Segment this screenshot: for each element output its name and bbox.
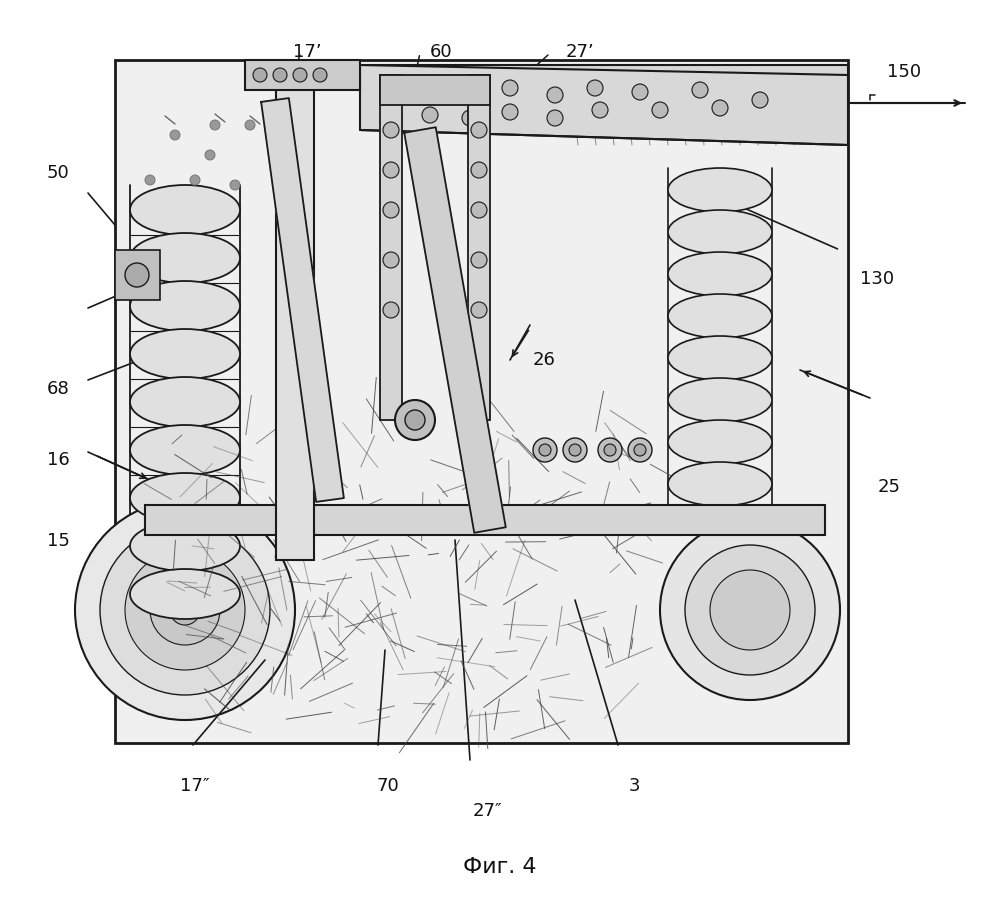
Bar (145, 505, 825, 535)
Ellipse shape (130, 473, 240, 523)
Circle shape (100, 525, 270, 695)
Bar (115, 60, 848, 743)
Ellipse shape (130, 377, 240, 427)
Circle shape (569, 444, 581, 456)
Circle shape (422, 107, 438, 123)
Circle shape (383, 122, 399, 138)
Circle shape (462, 87, 478, 103)
Circle shape (170, 130, 180, 140)
Text: 50: 50 (47, 164, 70, 182)
Circle shape (471, 252, 487, 268)
Text: 26: 26 (533, 351, 555, 369)
Circle shape (652, 102, 668, 118)
Circle shape (383, 252, 399, 268)
Text: 27’: 27’ (566, 43, 594, 61)
Ellipse shape (668, 294, 772, 338)
Ellipse shape (130, 425, 240, 475)
Circle shape (539, 444, 551, 456)
Circle shape (710, 570, 790, 650)
Text: 3: 3 (628, 777, 640, 795)
Text: 17’: 17’ (294, 43, 322, 61)
Circle shape (471, 302, 487, 318)
Circle shape (150, 575, 220, 645)
Circle shape (230, 180, 240, 190)
Text: 68: 68 (47, 380, 70, 398)
Ellipse shape (130, 569, 240, 619)
Circle shape (462, 110, 478, 126)
Circle shape (752, 92, 768, 108)
Circle shape (471, 122, 487, 138)
Bar (380, 75, 490, 105)
Polygon shape (261, 98, 344, 502)
Circle shape (592, 102, 608, 118)
Circle shape (692, 82, 708, 98)
Circle shape (547, 110, 563, 126)
Bar (380, 75, 402, 420)
Text: 130: 130 (860, 270, 894, 288)
Circle shape (634, 444, 646, 456)
Circle shape (273, 68, 287, 82)
Ellipse shape (668, 252, 772, 296)
Bar (276, 75, 314, 560)
Bar (245, 60, 360, 90)
Bar (468, 75, 490, 420)
Text: 15: 15 (47, 532, 70, 550)
Text: 16: 16 (47, 450, 70, 469)
Polygon shape (360, 65, 848, 145)
Text: 150: 150 (887, 63, 921, 81)
Circle shape (502, 80, 518, 96)
Circle shape (712, 100, 728, 116)
Ellipse shape (130, 233, 240, 283)
Ellipse shape (668, 420, 772, 464)
Text: 27″: 27″ (473, 802, 502, 820)
Circle shape (125, 550, 245, 670)
Circle shape (190, 175, 200, 185)
Circle shape (293, 68, 307, 82)
Circle shape (604, 444, 616, 456)
Text: Фиг. 4: Фиг. 4 (463, 857, 536, 877)
Text: 60: 60 (431, 43, 453, 61)
Circle shape (405, 410, 425, 430)
Circle shape (660, 520, 840, 700)
Circle shape (383, 202, 399, 218)
Circle shape (598, 438, 622, 462)
Circle shape (502, 104, 518, 120)
Bar (115, 250, 160, 300)
Circle shape (383, 162, 399, 178)
Ellipse shape (668, 462, 772, 506)
Circle shape (547, 87, 563, 103)
Polygon shape (405, 127, 505, 532)
Circle shape (313, 68, 327, 82)
Ellipse shape (130, 185, 240, 235)
Circle shape (628, 438, 652, 462)
Circle shape (145, 175, 155, 185)
Text: 25: 25 (877, 478, 901, 496)
Circle shape (205, 150, 215, 160)
Ellipse shape (130, 521, 240, 571)
Circle shape (587, 80, 603, 96)
Circle shape (422, 82, 438, 98)
Ellipse shape (668, 336, 772, 380)
Ellipse shape (668, 378, 772, 422)
Ellipse shape (130, 281, 240, 331)
Circle shape (395, 400, 435, 440)
Circle shape (563, 438, 587, 462)
Circle shape (125, 263, 149, 287)
Circle shape (170, 595, 200, 625)
Circle shape (471, 162, 487, 178)
Ellipse shape (668, 168, 772, 212)
Text: 70: 70 (377, 777, 399, 795)
Circle shape (253, 68, 267, 82)
Circle shape (245, 120, 255, 130)
Circle shape (210, 120, 220, 130)
Circle shape (383, 302, 399, 318)
Text: 17″: 17″ (180, 777, 210, 795)
Circle shape (685, 545, 815, 675)
Circle shape (632, 84, 648, 100)
Circle shape (471, 202, 487, 218)
Ellipse shape (668, 210, 772, 254)
Circle shape (533, 438, 557, 462)
Circle shape (75, 500, 295, 720)
Ellipse shape (130, 329, 240, 379)
